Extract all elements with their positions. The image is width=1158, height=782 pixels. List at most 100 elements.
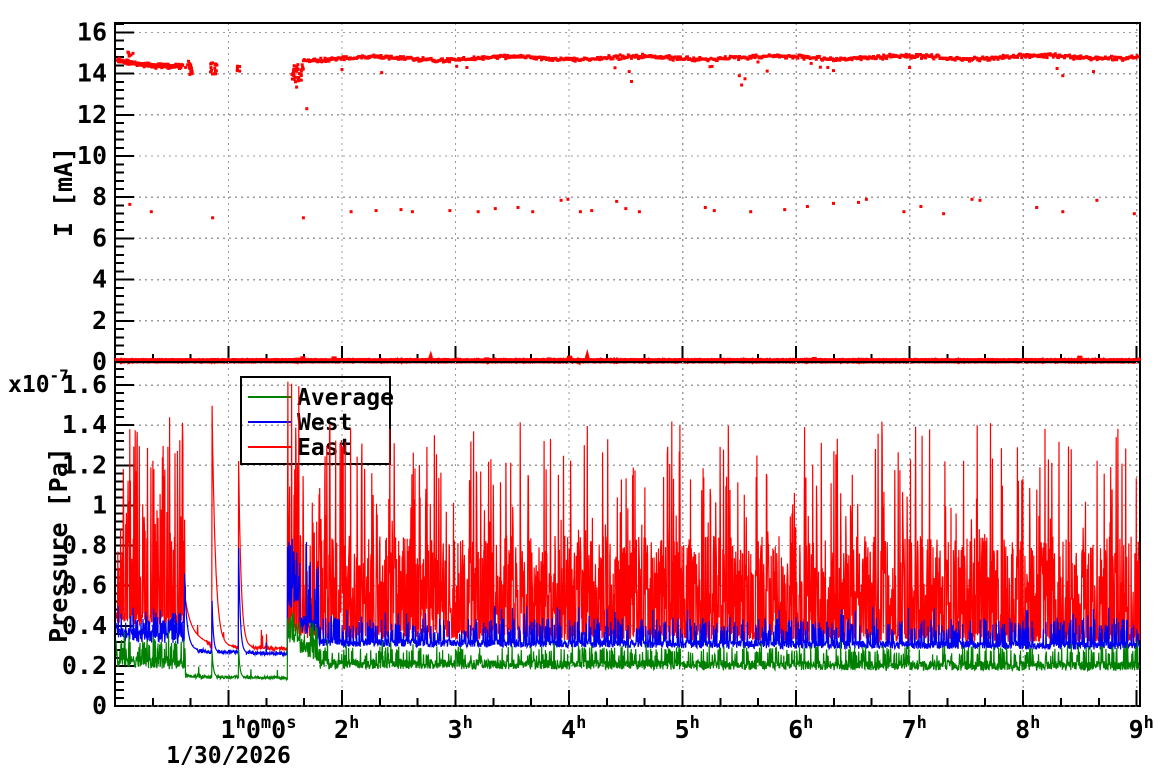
- data-point: [753, 56, 757, 60]
- data-point: [618, 53, 622, 57]
- data-point: [814, 57, 818, 61]
- data-point: [919, 205, 923, 208]
- data-point: [531, 210, 535, 214]
- data-point: [189, 66, 193, 69]
- data-point: [1092, 70, 1095, 74]
- x-tick-label: 4h: [561, 713, 586, 744]
- data-point: [875, 56, 878, 60]
- data-point: [1011, 53, 1015, 57]
- data-point: [503, 53, 507, 57]
- data-point: [642, 55, 646, 59]
- data-point: [316, 60, 320, 64]
- data-point: [667, 54, 671, 58]
- data-point: [1061, 74, 1065, 78]
- data-point: [292, 64, 296, 68]
- data-point: [749, 210, 753, 214]
- data-point: [188, 62, 192, 66]
- data-point: [617, 58, 621, 61]
- data-point: [476, 210, 480, 214]
- data-point: [747, 56, 751, 60]
- y-tick-label: 0.8: [62, 531, 107, 560]
- data-point: [524, 56, 528, 60]
- data-point: [907, 53, 911, 57]
- data-point: [783, 208, 787, 212]
- data-point: [709, 56, 713, 60]
- bottom-pad-frame: [114, 361, 1141, 707]
- data-point: [291, 72, 295, 76]
- data-point: [377, 54, 381, 58]
- data-point: [1110, 54, 1113, 58]
- data-point: [538, 55, 542, 59]
- data-point: [615, 56, 619, 60]
- data-point: [629, 56, 633, 60]
- y-tick-label: 1.2: [62, 450, 107, 479]
- data-point: [455, 64, 459, 68]
- data-point: [214, 69, 217, 73]
- data-point: [960, 58, 964, 62]
- data-point: [904, 52, 908, 56]
- data-point: [296, 79, 300, 83]
- data-point: [495, 54, 498, 58]
- data-point: [213, 63, 217, 67]
- data-point: [697, 58, 701, 62]
- data-point: [472, 55, 476, 59]
- x-tick-label: 3h: [448, 713, 473, 744]
- bottom-y-axis-title: Pressure [Pa]: [44, 447, 73, 643]
- data-point: [1136, 55, 1140, 59]
- data-point: [559, 198, 563, 202]
- data-point: [613, 66, 617, 70]
- data-point: [295, 85, 299, 89]
- data-point: [970, 197, 974, 201]
- data-point: [606, 56, 610, 60]
- data-point: [327, 59, 331, 63]
- data-point: [832, 201, 835, 205]
- data-point: [1042, 55, 1046, 59]
- data-point: [294, 80, 297, 84]
- data-point: [891, 53, 895, 57]
- data-point: [544, 56, 547, 60]
- data-point: [1010, 55, 1014, 59]
- data-point: [677, 57, 681, 61]
- legend-entry-west: West: [248, 410, 352, 436]
- data-point: [986, 58, 990, 62]
- data-point: [978, 59, 982, 63]
- data-point: [1001, 53, 1005, 57]
- data-point: [128, 202, 132, 206]
- data-point: [708, 65, 712, 69]
- data-point: [1027, 53, 1031, 57]
- pressure-series-average: [115, 612, 1141, 682]
- data-point: [292, 77, 296, 81]
- data-point: [1063, 56, 1066, 60]
- data-point: [818, 65, 822, 69]
- data-point: [834, 59, 838, 62]
- data-point: [859, 58, 863, 62]
- data-point: [179, 66, 183, 70]
- data-point: [692, 56, 696, 60]
- data-point: [1132, 212, 1136, 216]
- data-point: [344, 55, 348, 59]
- data-point: [379, 54, 383, 57]
- data-point: [399, 55, 402, 59]
- data-point: [416, 56, 420, 60]
- top-pad-grid: [115, 23, 1140, 363]
- y-tick-label: 14: [77, 59, 107, 88]
- data-point: [189, 70, 193, 73]
- y-tick-label: 12: [77, 100, 107, 129]
- data-point: [581, 58, 585, 62]
- data-point: [300, 68, 304, 72]
- data-point: [967, 57, 970, 61]
- data-point: [905, 55, 909, 59]
- data-point: [902, 210, 906, 214]
- data-point: [293, 69, 297, 73]
- data-point: [801, 54, 805, 58]
- data-point: [566, 197, 570, 201]
- data-point: [969, 57, 972, 61]
- data-point: [1130, 54, 1134, 58]
- data-point: [1051, 55, 1055, 59]
- data-point: [1028, 56, 1032, 59]
- data-point: [805, 205, 809, 208]
- data-point: [671, 58, 675, 62]
- data-point: [698, 56, 702, 59]
- data-point: [402, 55, 405, 59]
- data-point: [831, 57, 835, 61]
